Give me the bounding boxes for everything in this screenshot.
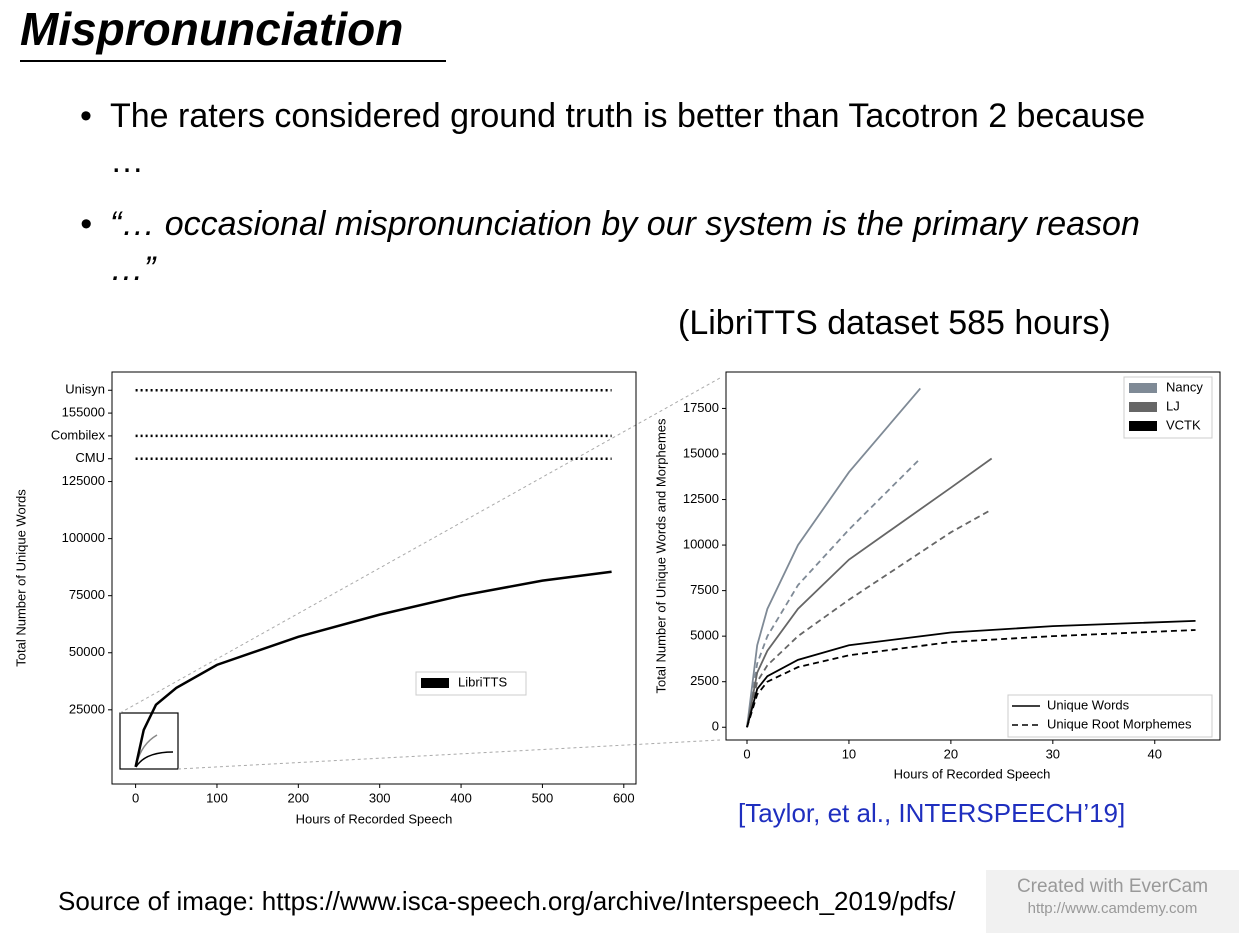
inset-curve: [135, 751, 174, 768]
legend-label: LibriTTS: [458, 674, 507, 689]
x-tick-label: 500: [532, 790, 554, 805]
watermark: Created with EverCam http://www.camdemy.c…: [986, 870, 1239, 933]
caption: (LibriTTS dataset 585 hours): [678, 304, 1111, 342]
y-tick-label: 0: [712, 719, 719, 734]
legend-label: Unique Words: [1047, 697, 1130, 712]
data-line: [746, 508, 993, 728]
y-tick-label: CMU: [75, 450, 105, 465]
bullet-text: The raters considered ground truth is be…: [110, 97, 1146, 180]
zoom-line: [119, 377, 721, 714]
zoom-box: [119, 712, 179, 770]
legend-swatch: [1129, 402, 1157, 412]
y-axis-label: Total Number of Unique Words: [13, 489, 28, 667]
watermark-text: http://www.camdemy.com: [1027, 900, 1198, 917]
legend-label: Nancy: [1166, 379, 1203, 394]
plot-frame: [111, 371, 637, 785]
y-tick-label: 50000: [69, 644, 105, 659]
y-tick-label: 12500: [683, 491, 719, 506]
x-tick-label: 30: [1046, 746, 1060, 761]
legend-label: VCTK: [1166, 417, 1201, 432]
x-axis-label: Hours of Recorded Speech: [894, 766, 1051, 781]
legend-swatch: [1129, 421, 1157, 431]
y-tick-label: 15000: [683, 445, 719, 460]
x-tick-label: 0: [132, 790, 139, 805]
x-tick-label: 20: [944, 746, 958, 761]
bullet: • The raters considered ground truth is b…: [80, 94, 1160, 184]
x-tick-label: 100: [206, 790, 228, 805]
y-tick-label: 17500: [683, 400, 719, 415]
data-line: [746, 619, 1196, 728]
data-line: [746, 457, 993, 728]
data-line: [134, 570, 612, 768]
charts: 0 100 200 300 400 500 600250005000075000100000…: [13, 371, 1221, 826]
legend-label: Unique Root Morphemes: [1047, 716, 1192, 731]
x-tick-label: 0: [743, 746, 750, 761]
x-tick-label: 600: [613, 790, 635, 805]
y-tick-label: 100000: [62, 530, 105, 545]
y-tick-label: 5000: [690, 628, 719, 643]
y-tick-label: Unisyn: [65, 382, 105, 397]
data-line: [746, 457, 921, 728]
legend-swatch: [1129, 383, 1157, 393]
zoom-line: [177, 739, 721, 770]
x-tick-label: 400: [450, 790, 472, 805]
slide-title: Mispronunciation: [20, 2, 446, 62]
legend-box: [415, 671, 527, 696]
x-tick-label: 40: [1148, 746, 1162, 761]
legend-label: LJ: [1166, 398, 1180, 413]
x-tick-label: 300: [369, 790, 391, 805]
data-line: [746, 387, 921, 728]
x-tick-label: 200: [287, 790, 309, 805]
source: Source of image: https://www.isca-speech…: [58, 886, 956, 916]
citation: [Taylor, et al., INTERSPEECH’19]: [738, 798, 1126, 828]
legend-swatch: [421, 678, 449, 688]
y-tick-label: 75000: [69, 587, 105, 602]
watermark-text: Created with EverCam: [1016, 876, 1209, 897]
x-tick-label: 10: [842, 746, 856, 761]
y-tick-label: 2500: [690, 673, 719, 688]
y-tick-label: 7500: [690, 582, 719, 597]
y-tick-label: 155000: [62, 405, 105, 420]
bullet: • “… occasional mispronunciation by our s…: [80, 202, 1160, 292]
bullet-text: “… occasional mispronunciation by our sy…: [110, 205, 1140, 288]
plot-frame: [725, 371, 1221, 741]
data-line: [746, 629, 1196, 728]
legend-box: [1007, 694, 1213, 738]
y-tick-label: Combilex: [51, 427, 106, 442]
x-axis-label: Hours of Recorded Speech: [296, 811, 453, 826]
y-tick-label: 10000: [683, 537, 719, 552]
y-axis-label: Total Number of Unique Words and Morphem…: [653, 418, 668, 694]
y-tick-label: 25000: [69, 701, 105, 716]
y-tick-label: 125000: [62, 473, 105, 488]
